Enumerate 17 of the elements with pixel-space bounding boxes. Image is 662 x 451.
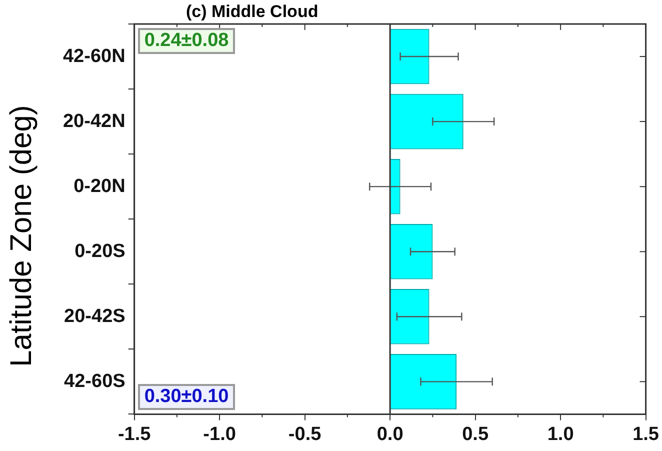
x-tick-label: -1.5 (118, 424, 152, 445)
y-tick-label: 0-20N (74, 176, 126, 197)
x-tick-label: 0.0 (376, 424, 404, 445)
y-tick-label: 0-20S (74, 240, 126, 262)
y-axis-title: Latitude Zone (deg) (4, 105, 39, 367)
y-tick-label: 42-60N (62, 46, 126, 67)
chart-title: (c) Middle Cloud (186, 2, 318, 22)
x-tick-label: 0.5 (462, 424, 489, 445)
x-tick-label: 1.5 (632, 424, 660, 445)
y-tick-label: 42-60S (64, 370, 126, 392)
y-tick-label: 20-42S (64, 306, 126, 327)
annotation: 0.24±0.08 (138, 28, 235, 54)
annotation: 0.30±0.10 (138, 384, 235, 410)
x-tick-label: -0.5 (288, 424, 322, 445)
x-tick-label: 1.0 (547, 424, 574, 445)
x-tick-label: -1.0 (203, 424, 236, 445)
y-tick-label: 20-42N (62, 110, 126, 132)
